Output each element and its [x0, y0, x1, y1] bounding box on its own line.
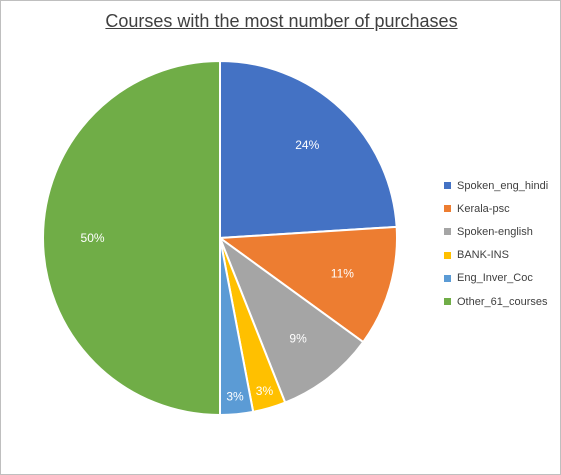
legend-swatch	[444, 205, 451, 213]
legend-item: Other_61_courses	[444, 290, 548, 313]
legend-item: Spoken-english	[444, 220, 548, 243]
pie-slice-spoken-english	[217, 235, 365, 404]
pie-slice-labels: 24% 11% 9% 3% 3% 50%	[81, 138, 355, 403]
legend-swatch	[444, 274, 451, 282]
pie-slices	[42, 59, 398, 417]
slice-label: 11%	[331, 267, 354, 281]
slice-label: 3%	[256, 384, 274, 398]
legend-label: Other_61_courses	[457, 295, 548, 308]
legend-item: Kerala-psc	[444, 197, 548, 220]
slice-label: 50%	[81, 231, 105, 245]
legend-swatch	[444, 251, 451, 259]
legend-label: Kerala-psc	[457, 202, 510, 215]
slice-label: 3%	[226, 390, 244, 404]
slice-label: 24%	[295, 138, 319, 152]
chart-legend: Spoken_eng_hindi Kerala-psc Spoken-english…	[444, 174, 548, 313]
legend-label: BANK-INS	[457, 249, 509, 262]
legend-label: Spoken_eng_hindi	[457, 179, 549, 192]
legend-item: BANK-INS	[444, 244, 548, 267]
legend-swatch	[444, 182, 451, 190]
legend-swatch	[444, 228, 451, 236]
slice-label: 9%	[289, 332, 307, 346]
pie-slice-spoken-eng-hindi	[219, 59, 398, 240]
legend-item: Spoken_eng_hindi	[444, 174, 548, 197]
pie-slice-other-61-courses	[42, 59, 221, 417]
legend-swatch	[444, 298, 451, 306]
chart-title: Courses with the most number of purchase…	[105, 11, 458, 31]
legend-item: Eng_Inver_Coc	[444, 267, 548, 290]
legend-label: Spoken-english	[457, 225, 533, 238]
pie-slice-kerala-psc	[217, 225, 398, 344]
legend-label: Eng_Inver_Coc	[457, 272, 533, 285]
